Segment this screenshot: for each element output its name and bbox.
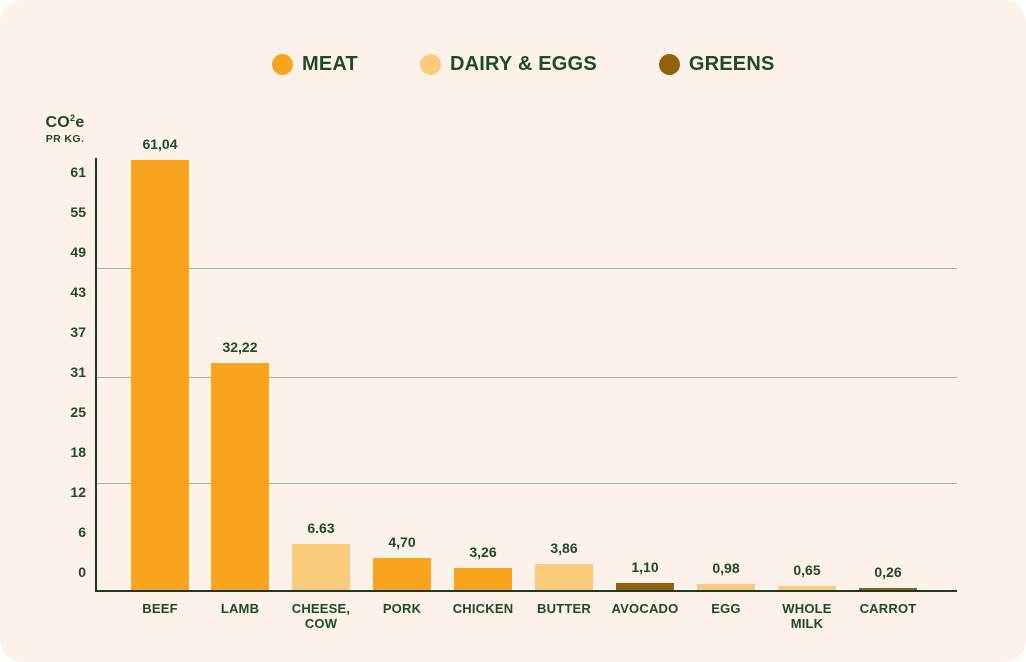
bar-category-label-beef: BEEF: [142, 601, 178, 616]
y-tick-label-43: 43: [70, 284, 86, 300]
y-tick-label-25: 25: [70, 404, 86, 420]
y-tick-label-12: 12: [70, 484, 86, 500]
y-tick-label-31: 31: [70, 364, 86, 380]
y-tick-label-18: 18: [70, 444, 86, 460]
y-tick-label-61: 61: [70, 164, 86, 180]
bar-value-label-lamb: 32,22: [222, 339, 258, 355]
legend-item-dairy: DAIRY & EGGS: [419, 52, 597, 76]
y-axis-subtitle: PR KG.: [45, 133, 85, 145]
legend-item-greens: GREENS: [658, 52, 775, 76]
y-axis-title: CO2e PR KG.: [33, 113, 97, 145]
bar-whole-milk: [778, 586, 836, 591]
bar-category-label-chicken: CHICKEN: [452, 601, 514, 616]
legend-swatch-greens: [658, 53, 680, 75]
legend-swatch-dairy: [419, 53, 441, 75]
bar-category-label-butter: BUTTER: [537, 601, 591, 616]
bar-value-label-avocado: 1,10: [631, 559, 659, 575]
bar-butter: [535, 564, 593, 591]
legend-swatch-meat: [272, 53, 293, 75]
bar-category-label-egg: EGG: [711, 601, 741, 616]
bar-value-label-beef: 61,04: [142, 136, 178, 152]
bar-avocado: [616, 583, 674, 591]
bar-value-label-chicken: 3,26: [469, 544, 497, 560]
y-tick-label-6: 6: [78, 524, 86, 540]
gridline-2: [96, 483, 957, 484]
y-tick-label-0: 0: [78, 564, 86, 580]
legend-item-meat: MEAT: [272, 53, 358, 76]
y-axis-title-co2e: CO2e: [45, 113, 85, 131]
legend: MEAT DAIRY & EGGS GREENS: [272, 52, 775, 76]
gridline-0: [96, 268, 957, 269]
bar-egg: [697, 584, 755, 591]
bar-value-label-butter: 3,86: [550, 540, 578, 556]
bar-category-label-cheese-cow: CHEESE, COW: [291, 601, 351, 631]
legend-label-dairy: DAIRY & EGGS: [449, 52, 597, 75]
bar-value-label-carrot: 0,26: [874, 564, 902, 580]
y-tick-label-49: 49: [70, 244, 86, 260]
bar-value-label-egg: 0,98: [712, 560, 740, 576]
bar-lamb: [211, 363, 269, 591]
y-tick-label-37: 37: [70, 324, 86, 340]
bar-category-label-pork: PORK: [382, 601, 422, 616]
bar-chicken: [454, 568, 512, 591]
bar-value-label-pork: 4,70: [388, 534, 416, 550]
bar-category-label-avocado: AVOCADO: [611, 601, 679, 616]
gridline-1: [96, 377, 957, 378]
y-axis-line: [95, 158, 97, 592]
legend-label-greens: GREENS: [688, 52, 775, 75]
bar-value-label-whole-milk: 0,65: [793, 562, 821, 578]
bar-pork: [373, 558, 431, 591]
legend-label-meat: MEAT: [302, 52, 358, 75]
bar-category-label-whole-milk: WHOLE MILK: [782, 601, 832, 631]
bar-category-label-lamb: LAMB: [220, 601, 260, 616]
bar-value-label-cheese-cow: 6.63: [307, 520, 335, 536]
y-tick-label-55: 55: [70, 204, 86, 220]
bar-beef: [131, 160, 189, 591]
bar-cheese-cow: [292, 544, 350, 591]
x-axis-line: [95, 590, 957, 592]
bar-category-label-carrot: CARROT: [859, 601, 917, 616]
bar-carrot: [859, 588, 917, 591]
